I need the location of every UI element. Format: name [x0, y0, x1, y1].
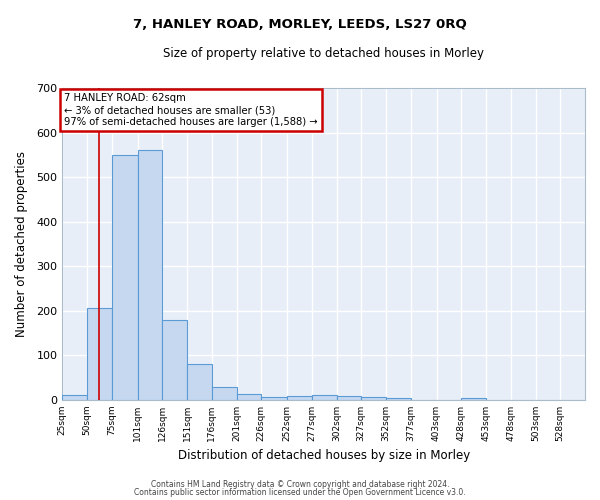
- Bar: [461, 398, 486, 400]
- Text: Contains public sector information licensed under the Open Government Licence v3: Contains public sector information licen…: [134, 488, 466, 497]
- Bar: [287, 396, 312, 400]
- Bar: [261, 398, 287, 400]
- Bar: [212, 386, 236, 400]
- Bar: [163, 320, 187, 400]
- Bar: [87, 308, 112, 400]
- Text: Contains HM Land Registry data © Crown copyright and database right 2024.: Contains HM Land Registry data © Crown c…: [151, 480, 449, 489]
- Y-axis label: Number of detached properties: Number of detached properties: [15, 151, 28, 337]
- Bar: [187, 364, 212, 400]
- Bar: [386, 398, 411, 400]
- Bar: [236, 394, 261, 400]
- Title: Size of property relative to detached houses in Morley: Size of property relative to detached ho…: [163, 48, 484, 60]
- Bar: [337, 396, 361, 400]
- Bar: [312, 396, 337, 400]
- X-axis label: Distribution of detached houses by size in Morley: Distribution of detached houses by size …: [178, 450, 470, 462]
- Text: 7 HANLEY ROAD: 62sqm
← 3% of detached houses are smaller (53)
97% of semi-detach: 7 HANLEY ROAD: 62sqm ← 3% of detached ho…: [64, 94, 318, 126]
- Bar: [361, 397, 386, 400]
- Bar: [137, 150, 163, 400]
- Bar: [62, 394, 87, 400]
- Text: 7, HANLEY ROAD, MORLEY, LEEDS, LS27 0RQ: 7, HANLEY ROAD, MORLEY, LEEDS, LS27 0RQ: [133, 18, 467, 30]
- Bar: [112, 155, 137, 400]
